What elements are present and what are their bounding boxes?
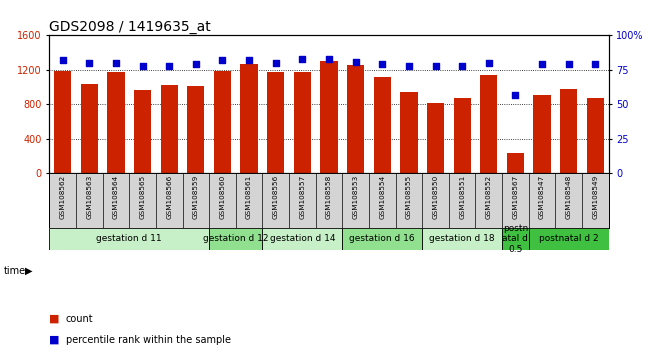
Bar: [534, 95, 551, 173]
Point: [403, 63, 414, 68]
Bar: [134, 90, 151, 173]
Text: GSM108559: GSM108559: [193, 175, 199, 219]
Bar: [214, 71, 231, 173]
Point: [270, 60, 281, 66]
Text: percentile rank within the sample: percentile rank within the sample: [66, 335, 231, 345]
Bar: [49, 228, 209, 250]
Point: [84, 60, 95, 66]
Text: gestation d 12: gestation d 12: [203, 234, 268, 243]
Text: GSM108566: GSM108566: [166, 175, 172, 219]
Text: ■: ■: [49, 314, 60, 324]
Text: GSM108567: GSM108567: [513, 175, 519, 219]
Point: [244, 57, 255, 63]
Text: postn
atal d
0.5: postn atal d 0.5: [503, 224, 528, 254]
Bar: [400, 92, 418, 173]
Text: GSM108552: GSM108552: [486, 175, 492, 219]
Bar: [347, 65, 365, 173]
Point: [377, 62, 388, 67]
Point: [563, 62, 574, 67]
Text: GSM108561: GSM108561: [246, 175, 252, 219]
Bar: [422, 228, 502, 250]
Bar: [342, 228, 422, 250]
Point: [138, 63, 148, 68]
Point: [590, 62, 601, 67]
Text: gestation d 16: gestation d 16: [349, 234, 415, 243]
Text: GSM108560: GSM108560: [220, 175, 226, 219]
Bar: [502, 228, 529, 250]
Bar: [587, 98, 604, 173]
Text: GSM108549: GSM108549: [592, 175, 598, 219]
Text: GSM108562: GSM108562: [60, 175, 66, 219]
Bar: [161, 85, 178, 173]
Bar: [320, 61, 338, 173]
Text: GSM108564: GSM108564: [113, 175, 119, 219]
Text: GSM108563: GSM108563: [86, 175, 92, 219]
Text: GSM108557: GSM108557: [299, 175, 305, 219]
Text: GSM108565: GSM108565: [139, 175, 145, 219]
Text: gestation d 14: gestation d 14: [270, 234, 335, 243]
Point: [510, 92, 520, 97]
Bar: [240, 64, 258, 173]
Text: ■: ■: [49, 335, 60, 345]
Point: [350, 59, 361, 64]
Bar: [263, 228, 342, 250]
Point: [484, 60, 494, 66]
Text: GSM108548: GSM108548: [566, 175, 572, 219]
Text: GDS2098 / 1419635_at: GDS2098 / 1419635_at: [49, 21, 211, 34]
Text: GSM108547: GSM108547: [539, 175, 545, 219]
Text: time: time: [3, 266, 26, 276]
Bar: [453, 98, 471, 173]
Bar: [81, 84, 98, 173]
Text: GSM108554: GSM108554: [379, 175, 386, 219]
Text: GSM108558: GSM108558: [326, 175, 332, 219]
Point: [164, 63, 174, 68]
Point: [430, 63, 441, 68]
Point: [297, 56, 308, 62]
Text: GSM108556: GSM108556: [272, 175, 279, 219]
Bar: [427, 103, 444, 173]
Bar: [267, 72, 284, 173]
Bar: [187, 86, 205, 173]
Text: GSM108555: GSM108555: [406, 175, 412, 219]
Point: [191, 62, 201, 67]
Text: gestation d 11: gestation d 11: [97, 234, 162, 243]
Text: count: count: [66, 314, 93, 324]
Bar: [209, 228, 263, 250]
Text: GSM108553: GSM108553: [353, 175, 359, 219]
Point: [457, 63, 467, 68]
Text: ▶: ▶: [25, 266, 32, 276]
Point: [537, 62, 547, 67]
Point: [57, 57, 68, 63]
Bar: [529, 228, 609, 250]
Text: GSM108550: GSM108550: [432, 175, 438, 219]
Bar: [293, 72, 311, 173]
Bar: [507, 153, 524, 173]
Bar: [560, 89, 577, 173]
Bar: [480, 74, 497, 173]
Point: [324, 56, 334, 62]
Text: GSM108551: GSM108551: [459, 175, 465, 219]
Text: postnatal d 2: postnatal d 2: [539, 234, 599, 243]
Point: [111, 60, 121, 66]
Point: [217, 57, 228, 63]
Bar: [374, 77, 391, 173]
Text: gestation d 18: gestation d 18: [430, 234, 495, 243]
Bar: [107, 72, 124, 173]
Bar: [54, 71, 71, 173]
